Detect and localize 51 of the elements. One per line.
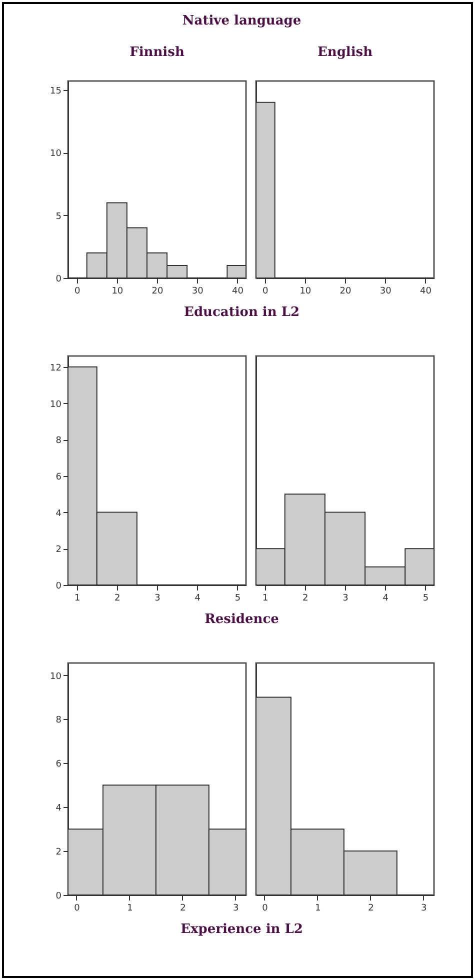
- y-tick-label: 0: [56, 274, 62, 284]
- y-tick-label: 8: [56, 436, 62, 446]
- x-tick-label: 1: [315, 904, 321, 914]
- y-tick-label: 4: [56, 508, 62, 519]
- x-tick-label: 0: [74, 286, 80, 296]
- y-tick-label: 10: [50, 400, 62, 410]
- y-tick-label: 2: [56, 545, 62, 556]
- x-tick-label: 40: [232, 286, 244, 296]
- chart-title: Finnish: [130, 45, 185, 60]
- x-tick-label: 5: [234, 594, 241, 604]
- x-tick-label: 20: [340, 286, 352, 296]
- y-tick-label: 15: [50, 86, 62, 96]
- y-tick-label: 5: [56, 212, 62, 222]
- x-tick-label: 4: [382, 594, 389, 604]
- y-tick-label: 6: [56, 472, 62, 482]
- x-tick-label: 2: [114, 594, 120, 604]
- x-tick-label: 0: [74, 904, 80, 914]
- y-tick-label: 4: [56, 804, 62, 814]
- x-tick-label: 0: [262, 286, 268, 296]
- x-tick-label: 30: [380, 286, 392, 296]
- x-tick-label: 0: [262, 904, 268, 914]
- x-tick-label: 3: [154, 594, 160, 604]
- chart-title: English: [317, 45, 374, 60]
- x-tick-label: 10: [300, 286, 312, 296]
- y-tick-label: 6: [56, 760, 62, 770]
- y-tick-label: 0: [56, 582, 62, 592]
- x-tick-label: 5: [422, 594, 429, 604]
- x-tick-label: 4: [194, 594, 201, 604]
- y-tick-label: 10: [50, 149, 62, 160]
- x-tick-label: 30: [192, 286, 204, 296]
- x-tick-label: 3: [233, 904, 239, 914]
- x-tick-label: 10: [112, 286, 124, 296]
- y-tick-label: 8: [56, 716, 62, 726]
- x-tick-label: 1: [127, 904, 133, 914]
- y-tick-label: 2: [56, 848, 62, 858]
- x-tick-label: 1: [74, 594, 80, 604]
- x-tick-label: 3: [421, 904, 427, 914]
- x-tick-label: 2: [302, 594, 308, 604]
- x-axis-title: Experience in L2: [180, 922, 303, 937]
- y-tick-label: 12: [50, 363, 62, 374]
- x-tick-label: 20: [152, 286, 164, 296]
- x-axis-title: Residence: [204, 612, 279, 627]
- x-tick-label: 40: [420, 286, 432, 296]
- x-tick-label: 2: [180, 904, 186, 914]
- x-tick-label: 2: [368, 904, 374, 914]
- x-axis-title: Education in L2: [184, 304, 300, 320]
- x-tick-label: 3: [342, 594, 348, 604]
- y-tick-label: 0: [56, 892, 62, 902]
- y-tick-label: 10: [50, 672, 62, 682]
- text: Native language: [182, 13, 302, 28]
- x-tick-label: 1: [262, 594, 268, 604]
